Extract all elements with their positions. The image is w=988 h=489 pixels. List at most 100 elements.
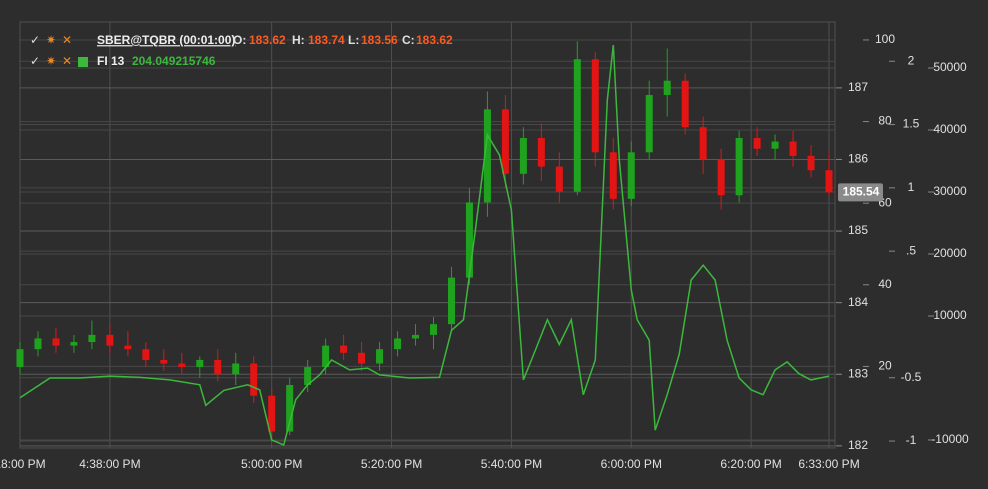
y-tick-label: .5 (906, 243, 916, 257)
candle-body (358, 352, 366, 364)
y-tick-label: 30000 (933, 184, 967, 198)
candle-body (429, 324, 437, 335)
indicator-name: FI 13 (97, 54, 125, 68)
candle-body (70, 342, 78, 346)
close-label: C: (402, 33, 415, 47)
candle-body (52, 338, 60, 346)
y-tick-label: -1 (906, 433, 917, 447)
candle-body (771, 141, 779, 149)
candle-body (178, 363, 186, 368)
candle-body (537, 137, 545, 167)
candle-body (501, 109, 509, 174)
candle-body (681, 80, 689, 128)
legend: ✓ ✷ ✕ SBER@TQBR (00:01:00) O: 183.62 H: … (30, 33, 453, 68)
y-tick-label: 2 (908, 53, 915, 67)
low-label: L: (348, 33, 359, 47)
check-icon[interactable]: ✓ (30, 33, 40, 47)
indicator-value: 204.049215746 (132, 54, 216, 68)
y-tick-label: 20 (878, 359, 892, 373)
remove-icon[interactable]: ✕ (62, 33, 72, 47)
low-value: 183.56 (361, 33, 398, 47)
x-tick-label: 5:00:00 PM (241, 457, 302, 471)
x-tick-label: 18:00 PM (0, 457, 46, 471)
candle-body (663, 80, 671, 96)
settings-icon[interactable]: ✷ (46, 33, 56, 47)
candle-body (142, 349, 150, 360)
y-tick-label: 40000 (933, 122, 967, 136)
x-tick-label: 5:20:00 PM (361, 457, 422, 471)
y-tick-label: 100 (875, 32, 895, 46)
y-tick-label: -0.5 (901, 370, 922, 384)
candle-body (88, 334, 96, 343)
grid (19, 21, 836, 449)
candle-body (825, 170, 833, 193)
last-price-label: 185.54 (843, 185, 880, 199)
candle-body (519, 137, 527, 174)
candle-body (807, 155, 815, 171)
y-tick-label: 184 (848, 295, 868, 309)
candle-body (214, 359, 222, 375)
instrument-name[interactable]: SBER@TQBR (00:01:00) (97, 33, 235, 47)
remove-icon[interactable]: ✕ (62, 54, 72, 68)
x-tick-label: 6:20:00 PM (720, 457, 781, 471)
high-label: H: (292, 33, 305, 47)
candle-body (268, 395, 276, 432)
candle-body (286, 384, 294, 432)
y-tick-label: 10000 (933, 308, 967, 322)
candle-body (627, 152, 635, 199)
x-tick-label: 6:33:00 PM (798, 457, 859, 471)
candle-body (573, 59, 581, 192)
candle-body (735, 137, 743, 196)
candle-body (304, 367, 312, 385)
candle-body (322, 345, 330, 368)
y-tick-label: 20000 (933, 246, 967, 260)
y-tick-label: 1.5 (903, 117, 920, 131)
candle-body (394, 338, 402, 350)
candle-body (447, 277, 455, 325)
candle-body (376, 349, 384, 364)
y-tick-label: 1 (908, 180, 915, 194)
candle-body (483, 109, 491, 203)
y-tick-label: 187 (848, 80, 868, 94)
candle-body (106, 334, 114, 346)
y-tick-label: 183 (848, 366, 868, 380)
last-price-badge (838, 183, 883, 202)
candle-body (789, 141, 797, 156)
candle-body (196, 359, 204, 368)
plot-border (19, 21, 836, 449)
candle-body (412, 334, 420, 339)
settings-icon[interactable]: ✷ (46, 54, 56, 68)
candle-body (34, 338, 42, 350)
open-label: O: (233, 33, 246, 47)
check-icon[interactable]: ✓ (30, 54, 40, 68)
x-tick-label: 4:38:00 PM (79, 457, 140, 471)
candle-body (699, 127, 707, 160)
candle-body (717, 159, 725, 196)
candle-body (340, 345, 348, 353)
marks (16, 41, 833, 447)
candle-body (16, 349, 24, 368)
x-tick-label: 6:00:00 PM (601, 457, 662, 471)
candle-body (160, 359, 168, 364)
y-tick-label: 182 (848, 438, 868, 452)
candle-body (609, 152, 617, 199)
open-value: 183.62 (249, 33, 286, 47)
candle-body (555, 166, 563, 192)
x-tick-label: 5:40:00 PM (481, 457, 542, 471)
y-tick-label: 40 (878, 277, 892, 291)
candle-body (591, 59, 599, 153)
candle-body (124, 345, 132, 350)
y-tick-label: 186 (848, 152, 868, 166)
close-value: 183.62 (416, 33, 453, 47)
indicator-line (19, 45, 830, 447)
high-value: 183.74 (308, 33, 345, 47)
y-tick-label: 185 (848, 223, 868, 237)
y-tick-label: -10000 (931, 432, 969, 446)
candle-body (232, 363, 240, 375)
indicator-swatch (78, 57, 88, 67)
candle-body (753, 137, 761, 149)
candle-body (465, 202, 473, 278)
candle-body (250, 363, 258, 396)
